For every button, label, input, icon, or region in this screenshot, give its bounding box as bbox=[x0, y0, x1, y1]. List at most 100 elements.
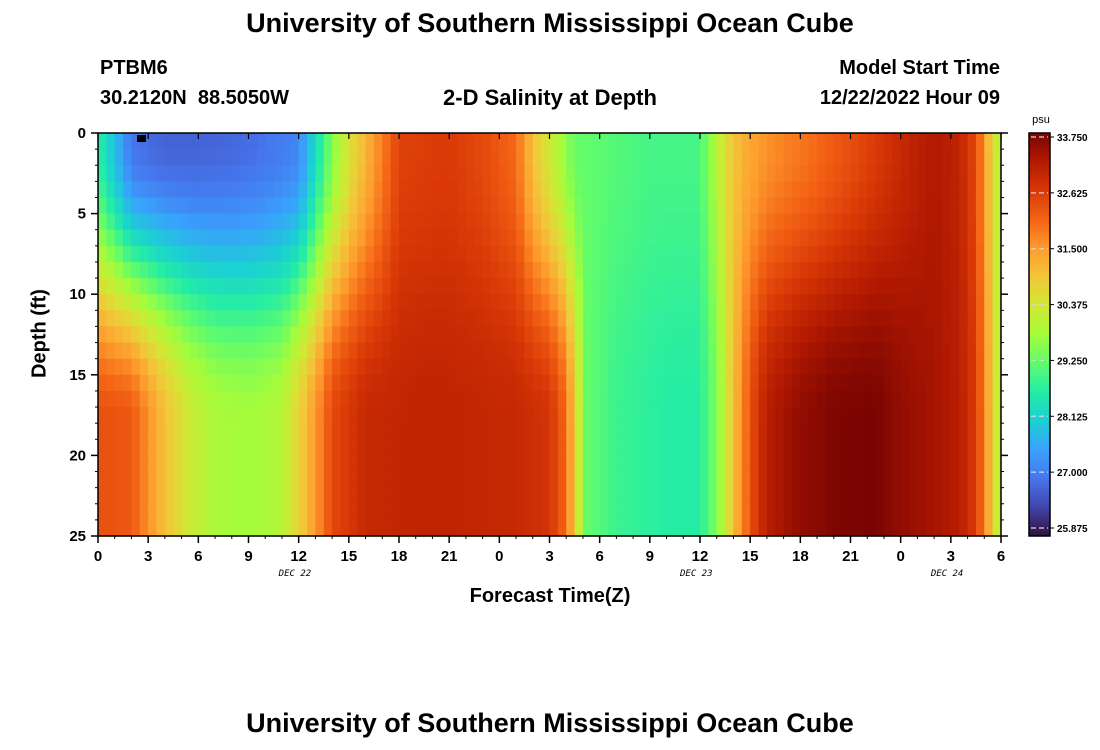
heatmap-cell bbox=[382, 245, 392, 263]
heatmap-cell bbox=[373, 358, 383, 376]
heatmap-cell bbox=[148, 261, 158, 279]
heatmap-cell bbox=[992, 181, 1002, 199]
heatmap-cell bbox=[591, 165, 601, 182]
heatmap-cell bbox=[633, 407, 643, 424]
heatmap-cell bbox=[608, 278, 617, 295]
heatmap-cell bbox=[716, 407, 726, 424]
heatmap-cell bbox=[875, 278, 885, 295]
heatmap-cell bbox=[850, 471, 860, 489]
heatmap-cell bbox=[867, 278, 877, 295]
heatmap-cell bbox=[725, 245, 735, 263]
heatmap-cell bbox=[658, 181, 668, 199]
heatmap-cell bbox=[332, 407, 342, 424]
heatmap-cell bbox=[616, 374, 626, 392]
heatmap-cell bbox=[574, 471, 584, 489]
heatmap-cell bbox=[156, 423, 166, 440]
heatmap-cell bbox=[800, 261, 810, 279]
heatmap-cell bbox=[173, 471, 183, 489]
heatmap-cell bbox=[181, 455, 191, 473]
heatmap-cell bbox=[440, 374, 450, 392]
heatmap-cell bbox=[198, 213, 208, 231]
x-axis-ticks: 0 3 6 9 12 15 18 21 0 3 6 9 12 15 18 21 0 3 6 bbox=[94, 133, 1005, 565]
heatmap-cell bbox=[365, 261, 375, 279]
heatmap-cell bbox=[223, 487, 233, 505]
heatmap-cell bbox=[691, 133, 701, 150]
heatmap-cell bbox=[909, 455, 918, 473]
heatmap-cell bbox=[883, 245, 893, 263]
heatmap-cell bbox=[482, 407, 492, 424]
heatmap-cell bbox=[817, 471, 827, 489]
heatmap-cell bbox=[415, 471, 425, 489]
heatmap-cell bbox=[917, 407, 927, 424]
heatmap-cell bbox=[348, 503, 358, 521]
heatmap-cell bbox=[842, 197, 852, 215]
heatmap-cell bbox=[474, 455, 484, 473]
heatmap-cell bbox=[449, 487, 459, 505]
heatmap-cell bbox=[917, 149, 927, 166]
heatmap-cell bbox=[407, 245, 417, 263]
heatmap-cell bbox=[215, 439, 225, 456]
heatmap-cell bbox=[482, 519, 492, 537]
heatmap-cell bbox=[215, 165, 225, 182]
heatmap-cell bbox=[817, 390, 827, 408]
heatmap-cell bbox=[223, 310, 233, 328]
heatmap-cell bbox=[649, 278, 659, 295]
y-tick-label: 10 bbox=[69, 286, 86, 303]
heatmap-cell bbox=[833, 439, 843, 456]
heatmap-cell bbox=[131, 487, 141, 505]
heatmap-cell bbox=[574, 197, 584, 215]
heatmap-cell bbox=[959, 423, 969, 440]
heatmap-cell bbox=[700, 213, 709, 231]
heatmap-cell bbox=[114, 390, 124, 408]
heatmap-cell bbox=[775, 390, 785, 408]
heatmap-cell bbox=[139, 455, 149, 473]
heatmap-cell bbox=[741, 310, 751, 328]
x-tick-label: 21 bbox=[842, 548, 859, 565]
heatmap-cell bbox=[892, 229, 902, 247]
heatmap-cell bbox=[365, 503, 375, 521]
heatmap-cell bbox=[791, 471, 801, 489]
heatmap-cell bbox=[198, 487, 208, 505]
heatmap-cell bbox=[833, 407, 843, 424]
heatmap-cell bbox=[173, 358, 183, 376]
heatmap-cell bbox=[741, 245, 751, 263]
heatmap-cell bbox=[198, 229, 208, 247]
heatmap-cell bbox=[842, 390, 852, 408]
heatmap-cell bbox=[240, 407, 250, 424]
heatmap-cell bbox=[959, 245, 969, 263]
heatmap-cell bbox=[265, 519, 275, 537]
heatmap-cell bbox=[992, 423, 1002, 440]
heatmap-cell bbox=[934, 197, 944, 215]
heatmap-cell bbox=[290, 374, 300, 392]
heatmap-cell bbox=[131, 261, 141, 279]
heatmap-cell bbox=[683, 149, 693, 166]
heatmap-cell bbox=[959, 181, 969, 199]
heatmap-cell bbox=[766, 503, 776, 521]
heatmap-cell bbox=[340, 261, 350, 279]
heatmap-cell bbox=[658, 423, 668, 440]
heatmap-cell bbox=[741, 342, 751, 360]
heatmap-cell bbox=[883, 487, 893, 505]
x-tick-label: 15 bbox=[742, 548, 759, 565]
heatmap-cell bbox=[883, 294, 893, 311]
heatmap-cell bbox=[365, 439, 375, 456]
heatmap-cell bbox=[516, 165, 526, 182]
heatmap-cell bbox=[975, 439, 985, 456]
heatmap-cell bbox=[741, 278, 751, 295]
heatmap-cell bbox=[507, 213, 517, 231]
heatmap-cell bbox=[507, 326, 517, 344]
heatmap-cell bbox=[373, 487, 383, 505]
heatmap-cell bbox=[123, 278, 133, 295]
heatmap-cell bbox=[750, 165, 760, 182]
heatmap-cell bbox=[432, 294, 442, 311]
heatmap-cell bbox=[683, 197, 693, 215]
heatmap-cell bbox=[858, 197, 868, 215]
heatmap-cell bbox=[867, 149, 877, 166]
heatmap-cell bbox=[265, 487, 275, 505]
heatmap-cell bbox=[775, 294, 785, 311]
heatmap-cell bbox=[733, 326, 743, 344]
heatmap-cell bbox=[624, 455, 634, 473]
heatmap-cell bbox=[549, 407, 559, 424]
heatmap-cell bbox=[273, 358, 283, 376]
heatmap-cell bbox=[123, 423, 133, 440]
